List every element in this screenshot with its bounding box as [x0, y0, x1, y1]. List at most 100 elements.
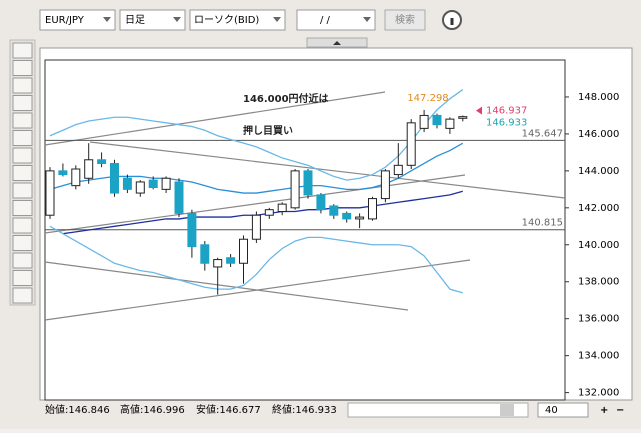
tool-button[interactable] [12, 165, 33, 181]
timeframe: 日足 [125, 14, 145, 26]
tool-button[interactable] [12, 287, 33, 304]
candle-body [58, 170, 68, 176]
trendline [44, 261, 409, 311]
tool-button[interactable] [12, 60, 33, 76]
collapse-arrow [333, 41, 341, 45]
price-label: 146.933 [486, 118, 527, 129]
h-line-label: 140.815 [522, 218, 563, 229]
trendline [44, 174, 466, 234]
status-bar: 始値:146.846 高値:146.996 安値:146.677 終値:146.… [45, 402, 624, 418]
y-tick-label: 138.000 [578, 277, 619, 288]
candle-body [187, 212, 197, 248]
candle-body [97, 159, 107, 164]
trendline [44, 259, 471, 321]
tool-button[interactable] [12, 270, 33, 286]
annotation: 押し目買い [243, 124, 293, 137]
date: / / [320, 15, 331, 26]
candle-body [329, 205, 339, 216]
candle-body [303, 170, 313, 196]
tool-button[interactable] [12, 235, 33, 251]
candle-body [264, 209, 274, 216]
indicator-line [49, 225, 463, 294]
tool-button[interactable] [12, 130, 33, 146]
date-input[interactable] [296, 9, 376, 31]
tool-button[interactable] [12, 42, 33, 59]
search-label: 検索 [395, 13, 415, 26]
timeframe-select[interactable] [119, 9, 186, 31]
tool-button[interactable] [12, 95, 33, 111]
candle-body [135, 181, 145, 194]
y-tick-label: 134.000 [578, 351, 619, 362]
symbol: EUR/JPY [45, 15, 85, 26]
tool-button[interactable] [12, 112, 33, 129]
tool-button[interactable] [12, 77, 33, 94]
y-tick-label: 146.000 [578, 129, 619, 140]
candle-body [380, 170, 390, 200]
trendline [89, 141, 566, 199]
status-close: 終値:146.933 [272, 403, 337, 416]
dropdown-arrows [103, 17, 371, 22]
candle-body [251, 214, 261, 240]
candle-body [148, 179, 158, 188]
candle-body [316, 194, 326, 211]
tool-button[interactable] [12, 200, 33, 216]
candle-body [406, 122, 416, 166]
candle-body [226, 257, 236, 264]
candle-body [277, 203, 287, 213]
toolbar: EUR/JPY 日足 ローソク(BID) / / 検索 [39, 9, 462, 48]
h-line-label: 145.647 [522, 128, 563, 139]
tool-button[interactable] [12, 252, 33, 269]
candle-body [174, 181, 184, 214]
chart-style: ローソク(BID) [194, 14, 259, 26]
candle-body [84, 159, 94, 179]
status-open: 始値:146.846 [45, 403, 110, 416]
candle-body [355, 216, 365, 220]
status-low: 安値:146.677 [196, 403, 261, 416]
y-tick-label: 140.000 [578, 240, 619, 251]
candle-body [110, 162, 119, 194]
trendlines [44, 91, 566, 321]
candle-body [200, 244, 210, 264]
indicator-line [49, 89, 464, 181]
candle-body [71, 168, 81, 187]
price-marker [476, 106, 482, 115]
tool-button[interactable] [12, 217, 33, 234]
y-tick-label: 132.000 [578, 388, 619, 399]
y-tick-label: 142.000 [578, 203, 619, 214]
candle-body [419, 114, 429, 129]
candle-body [368, 198, 377, 220]
candle-body [213, 259, 223, 268]
tool-button[interactable] [12, 182, 33, 199]
symbol-select[interactable] [39, 9, 116, 31]
candle-body [458, 116, 468, 119]
price-label: 146.937 [486, 106, 527, 117]
high-label: 147.298 [407, 93, 448, 104]
count: 40 [545, 405, 558, 416]
zoom-out[interactable]: − [616, 405, 624, 416]
trendline [44, 91, 386, 146]
style-select[interactable] [189, 9, 286, 31]
scroll-thumb[interactable] [500, 404, 514, 416]
indicator-line [62, 190, 463, 235]
tool-button[interactable] [12, 147, 33, 164]
candle-body [432, 114, 442, 126]
candle-body [445, 118, 455, 129]
info-icon [450, 18, 454, 25]
y-tick-label: 136.000 [578, 314, 619, 325]
candle-body [239, 238, 248, 264]
scrollbar[interactable] [347, 402, 529, 418]
y-tick-label: 144.000 [578, 166, 619, 177]
candle-body [290, 170, 300, 209]
candle-body [342, 212, 352, 220]
candle-body [122, 177, 132, 190]
search-button[interactable] [384, 9, 426, 31]
count-select[interactable] [537, 402, 589, 418]
status-high: 高値:146.996 [120, 403, 185, 416]
annotation: 146.000円付近は [243, 92, 329, 105]
candle-body [161, 177, 171, 190]
candle-body [393, 164, 403, 176]
zoom-in[interactable]: + [600, 405, 608, 416]
y-tick-label: 148.000 [578, 92, 619, 103]
